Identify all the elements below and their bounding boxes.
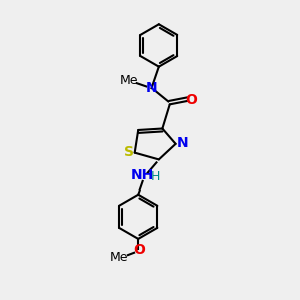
- Text: O: O: [186, 93, 197, 107]
- Text: Me: Me: [110, 251, 128, 264]
- Text: N: N: [146, 81, 157, 95]
- Text: O: O: [133, 243, 145, 257]
- Text: N: N: [176, 136, 188, 150]
- Text: NH: NH: [131, 168, 154, 182]
- Text: Me: Me: [120, 74, 138, 87]
- Text: S: S: [124, 145, 134, 159]
- Text: H: H: [151, 170, 160, 183]
